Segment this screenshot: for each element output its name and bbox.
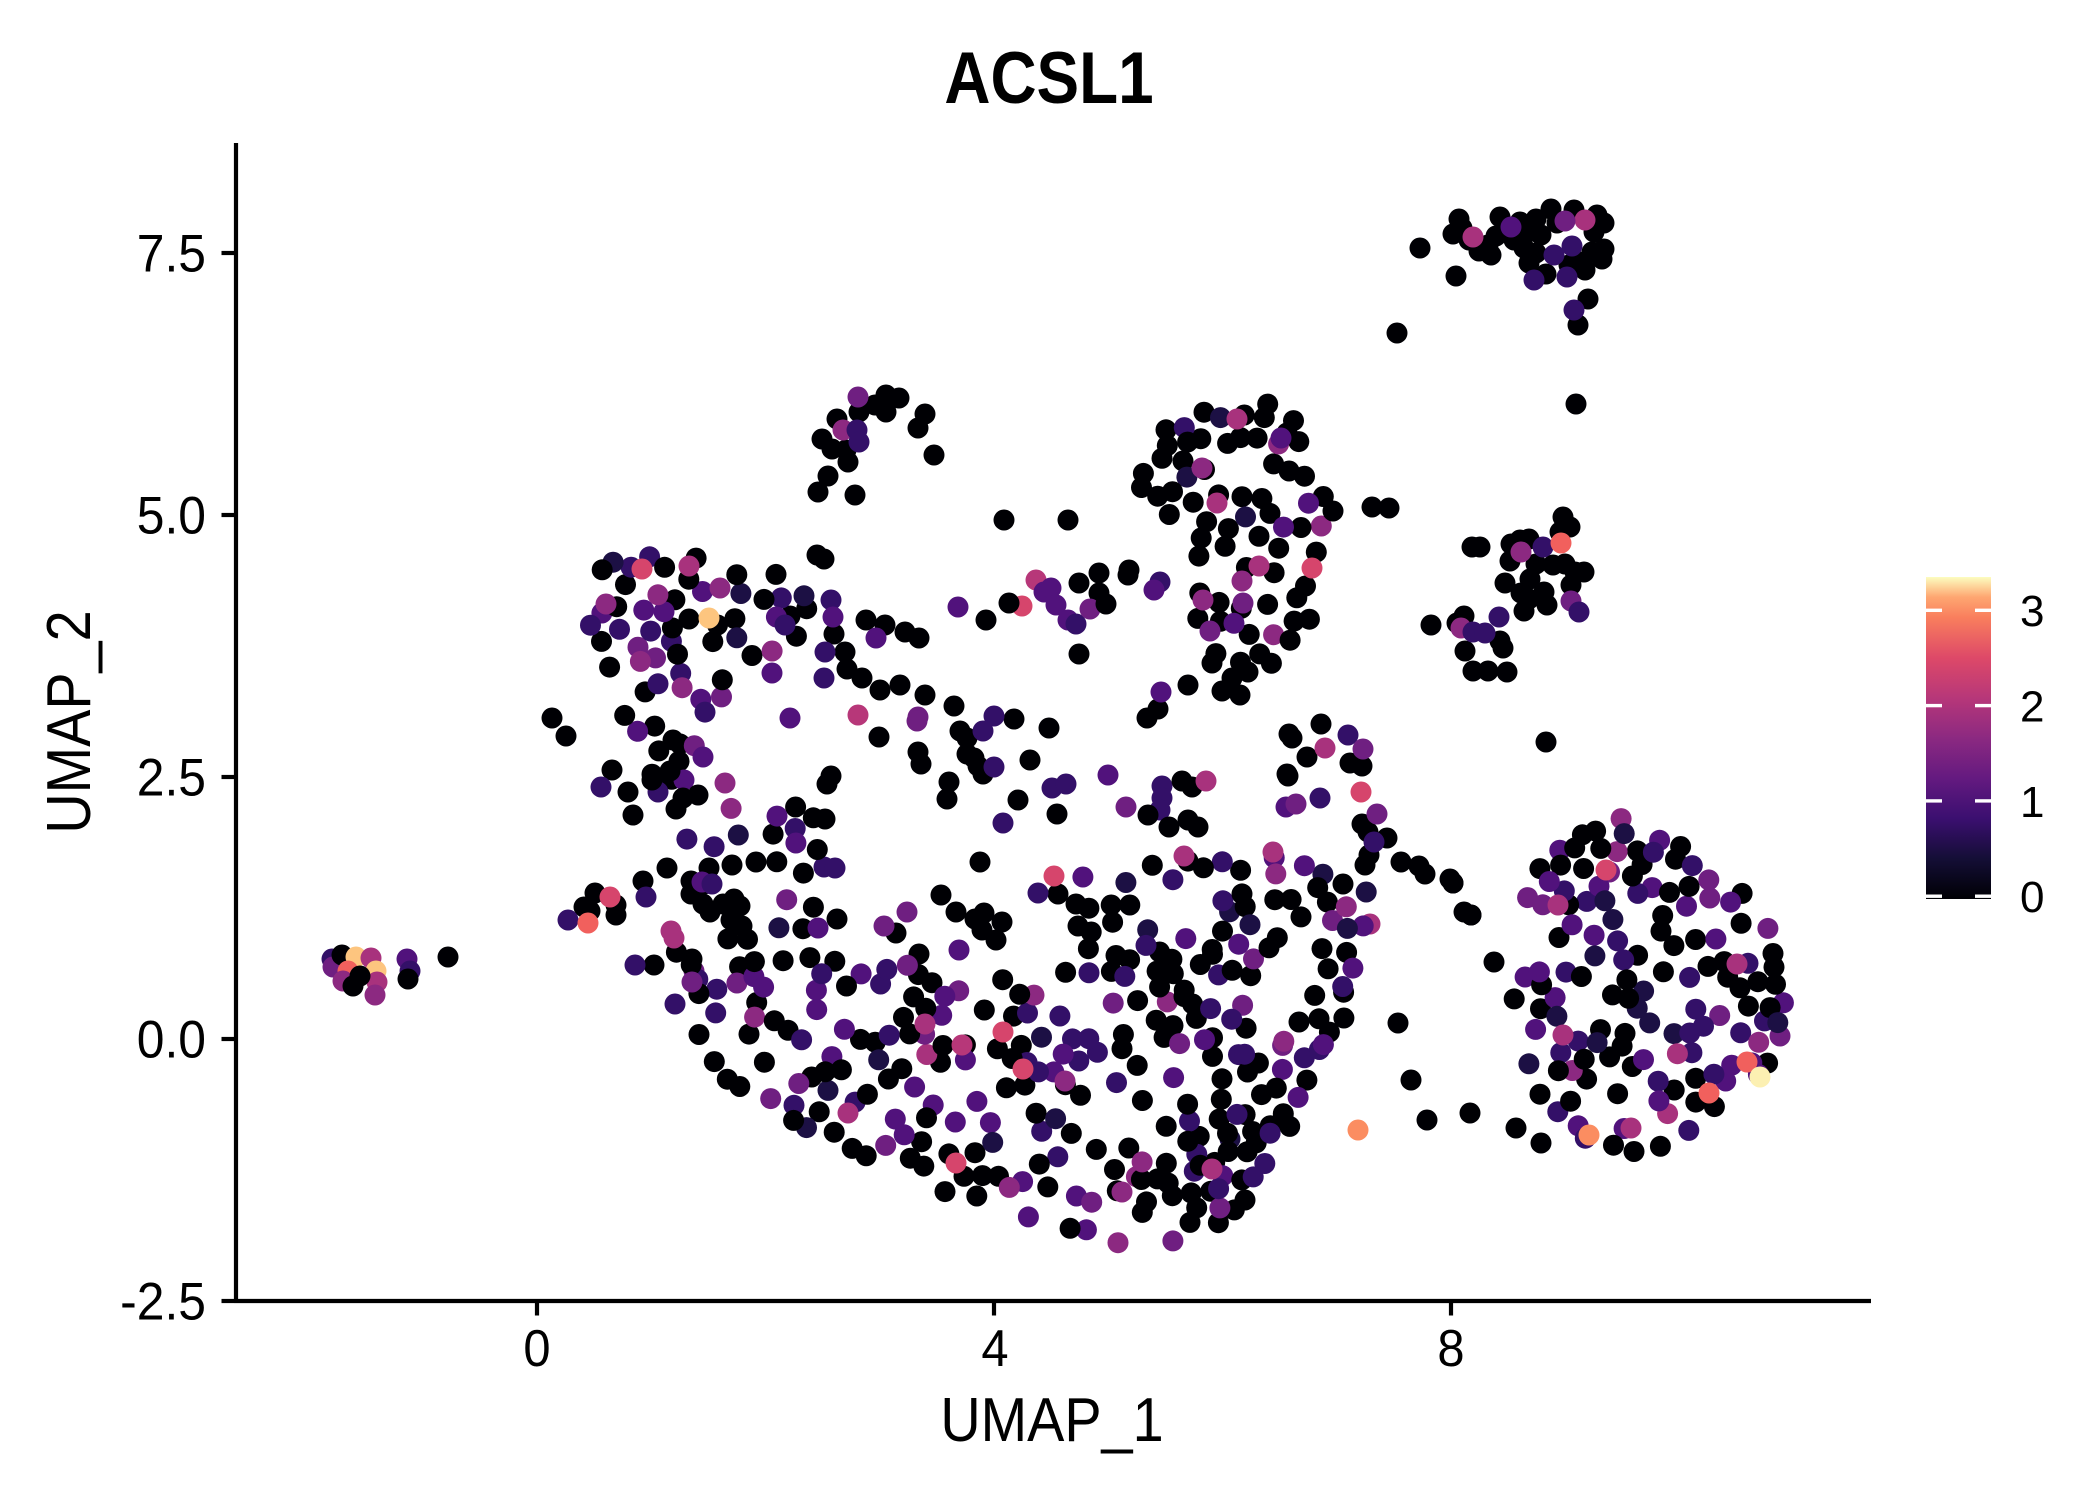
- svg-text:UMAP_2: UMAP_2: [35, 610, 103, 833]
- svg-text:0: 0: [2020, 873, 2044, 922]
- svg-text:3: 3: [2020, 587, 2044, 636]
- svg-text:1: 1: [2020, 778, 2044, 827]
- svg-text:UMAP_1: UMAP_1: [940, 1386, 1163, 1454]
- svg-text:8: 8: [1437, 1319, 1464, 1378]
- svg-text:2.5: 2.5: [137, 747, 206, 807]
- svg-text:0: 0: [523, 1319, 550, 1378]
- svg-text:2: 2: [2020, 683, 2044, 732]
- svg-text:7.5: 7.5: [137, 223, 206, 283]
- svg-text:5.0: 5.0: [137, 485, 206, 545]
- svg-text:ACSL1: ACSL1: [944, 37, 1153, 119]
- svg-text:-2.5: -2.5: [120, 1271, 206, 1331]
- svg-text:4: 4: [981, 1319, 1008, 1378]
- svg-text:0.0: 0.0: [137, 1009, 206, 1069]
